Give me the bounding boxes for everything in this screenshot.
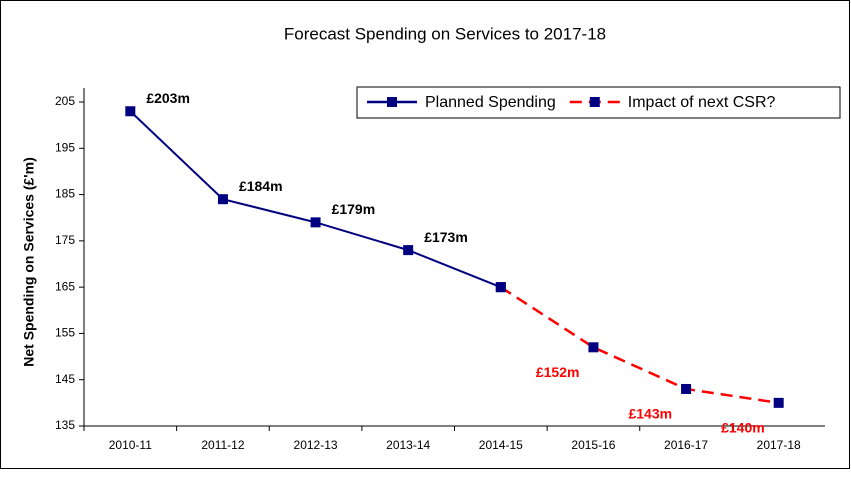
x-tick-label: 2017-18 [757,438,801,452]
marker [681,383,692,394]
marker [495,282,506,293]
y-axis-label: Net Spending on Services (£'m) [21,157,37,367]
series-line [500,286,779,405]
marker [773,397,784,408]
legend-marker [387,97,397,107]
x-tick-label: 2014-15 [479,438,523,452]
marker [588,342,599,353]
marker [217,194,228,205]
x-tick-label: 2013-14 [386,438,430,452]
chart-title: Forecast Spending on Services to 2017-18 [284,24,606,43]
legend-label: Planned Spending [425,94,556,111]
data-label: £152m [536,364,580,380]
x-tick-label: 2011-12 [201,438,244,452]
x-tick-label: 2015-16 [571,438,615,452]
data-label: £140m [721,420,765,436]
legend-label: Impact of next CSR? [628,94,776,111]
y-tick-label: 155 [55,326,75,340]
marker [310,217,321,228]
y-tick-label: 135 [55,418,75,432]
y-tick-label: 175 [55,233,75,247]
y-tick-label: 195 [55,140,75,154]
y-tick-label: 185 [55,187,75,201]
marker [403,245,414,256]
data-label: £203m [146,90,190,106]
x-tick-label: 2016-17 [664,438,708,452]
y-tick-label: 145 [55,372,75,386]
y-tick-label: 165 [55,279,75,293]
x-tick-label: 2012-13 [294,438,338,452]
data-label: £143m [628,406,672,422]
data-label: £184m [239,178,283,194]
data-label: £173m [424,229,468,245]
legend-marker [589,97,600,107]
data-label: £179m [332,201,376,217]
marker [125,106,136,117]
y-tick-label: 205 [55,94,75,108]
x-tick-label: 2010-11 [109,438,152,452]
